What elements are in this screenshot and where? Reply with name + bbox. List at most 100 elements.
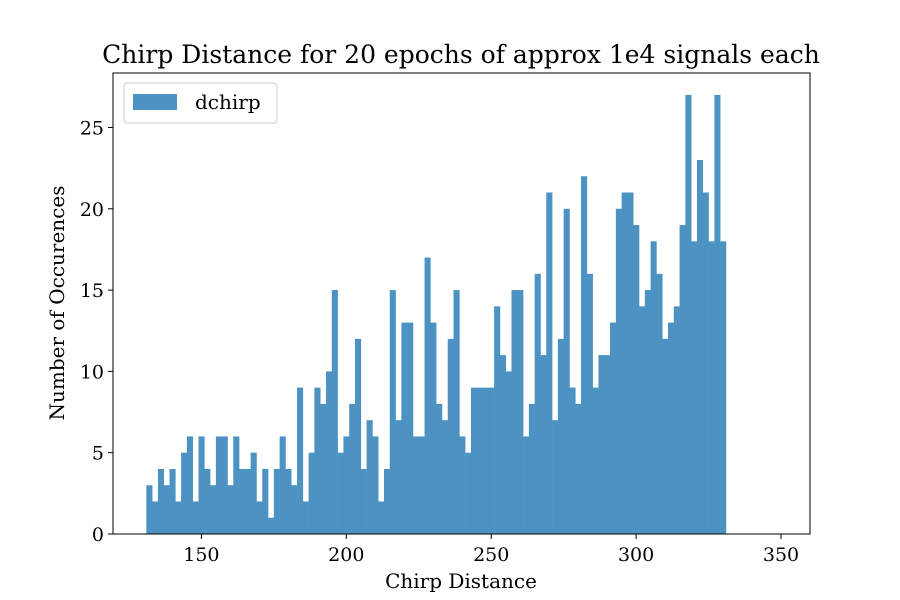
y-tick-label: 10 (80, 361, 104, 383)
histogram-bar (639, 306, 646, 534)
y-tick-label: 5 (92, 443, 104, 465)
histogram-bar (575, 403, 582, 534)
histogram-bar (470, 387, 478, 534)
x-axis-label: Chirp Distance (385, 569, 537, 593)
histogram-bar (436, 403, 443, 534)
histogram-bar (627, 192, 634, 534)
histogram-bar (366, 420, 373, 534)
bars-group (146, 94, 727, 535)
histogram-bar (395, 420, 402, 534)
histogram-bar (244, 468, 251, 534)
legend: dchirp (123, 82, 278, 124)
histogram-bar (343, 436, 350, 534)
chart-title: Chirp Distance for 20 epochs of approx 1… (102, 40, 820, 69)
histogram-bar (198, 436, 205, 534)
histogram-bar (389, 290, 396, 534)
histogram-bar (459, 436, 466, 534)
y-tick-label: 25 (80, 117, 104, 139)
histogram-bar (511, 290, 518, 534)
histogram-bar (349, 403, 356, 534)
histogram-bar (534, 273, 541, 534)
histogram-bar (650, 241, 657, 535)
histogram-bar (233, 436, 240, 534)
histogram-bar (157, 468, 165, 534)
histogram-bar (604, 355, 611, 534)
histogram-bar (633, 225, 640, 534)
y-tick-label: 15 (80, 280, 104, 302)
histogram-bar (615, 208, 622, 534)
histogram-bar (210, 485, 217, 534)
histogram-bar (505, 371, 512, 534)
histogram-bar (586, 273, 593, 534)
histogram-bar (215, 436, 222, 534)
histogram-bar (552, 420, 559, 534)
histogram-bar (337, 452, 344, 534)
histogram-bar (523, 436, 530, 534)
histogram-bar (610, 322, 617, 534)
histogram-bar (279, 436, 286, 534)
histogram-bar (656, 273, 663, 534)
histogram-bar (320, 403, 327, 534)
histogram-bar (557, 338, 564, 534)
y-axis-ticks: 0 5 10 15 20 25 (80, 117, 113, 546)
histogram-bar (476, 387, 483, 534)
histogram-bar (667, 322, 675, 534)
histogram-bar (720, 241, 727, 535)
y-tick-label: 0 (92, 524, 104, 546)
histogram-bar (691, 241, 698, 535)
histogram-bar (581, 176, 588, 534)
histogram-bar (401, 322, 408, 534)
histogram-bar (308, 452, 315, 534)
legend-swatch (133, 94, 177, 110)
histogram-bar (563, 208, 570, 534)
histogram-bar (644, 290, 651, 534)
histogram-bar (569, 387, 576, 534)
x-tick-label: 350 (763, 544, 799, 566)
histogram-bar (152, 501, 159, 534)
histogram-bar (465, 452, 472, 534)
histogram-bar (540, 355, 547, 534)
histogram-bar (708, 241, 715, 535)
histogram-bar (302, 501, 309, 534)
histogram-bar (546, 192, 553, 534)
histogram-bar (372, 436, 379, 534)
histogram-bar (378, 501, 385, 534)
histogram-bar (453, 290, 460, 534)
histogram-bar (204, 468, 211, 534)
histogram-bar (430, 322, 437, 534)
histogram-bar (679, 225, 686, 534)
histogram-bar (239, 468, 246, 534)
histogram-bar (297, 387, 304, 534)
histogram-bar (441, 420, 449, 534)
x-tick-label: 150 (183, 544, 219, 566)
histogram-bar (702, 192, 709, 534)
histogram-bar (354, 338, 362, 534)
histogram-bar (250, 452, 257, 534)
histogram-bar (227, 485, 234, 534)
histogram-bar (273, 468, 280, 534)
histogram-bar (517, 290, 524, 534)
histogram-bar (685, 94, 692, 534)
histogram-bar (407, 322, 414, 534)
histogram-bar (494, 306, 501, 534)
histogram-bar (418, 436, 425, 534)
histogram-bar (592, 387, 599, 534)
x-tick-label: 300 (618, 544, 654, 566)
histogram-bar (499, 355, 506, 534)
histogram-bar (714, 94, 721, 534)
histogram-bar (447, 338, 454, 534)
histogram-bar (528, 403, 535, 534)
histogram-bar (662, 338, 669, 534)
histogram-bar (673, 306, 680, 534)
histogram-bar (163, 485, 170, 534)
histogram-bar (383, 468, 391, 534)
histogram-bar (314, 387, 321, 534)
histogram-bar (482, 387, 489, 534)
histogram-bar (268, 517, 275, 534)
histogram-bar (360, 468, 367, 534)
histogram-bar (175, 501, 182, 534)
histogram-bar (262, 468, 269, 534)
histogram-bar (412, 436, 420, 534)
x-tick-label: 250 (473, 544, 509, 566)
